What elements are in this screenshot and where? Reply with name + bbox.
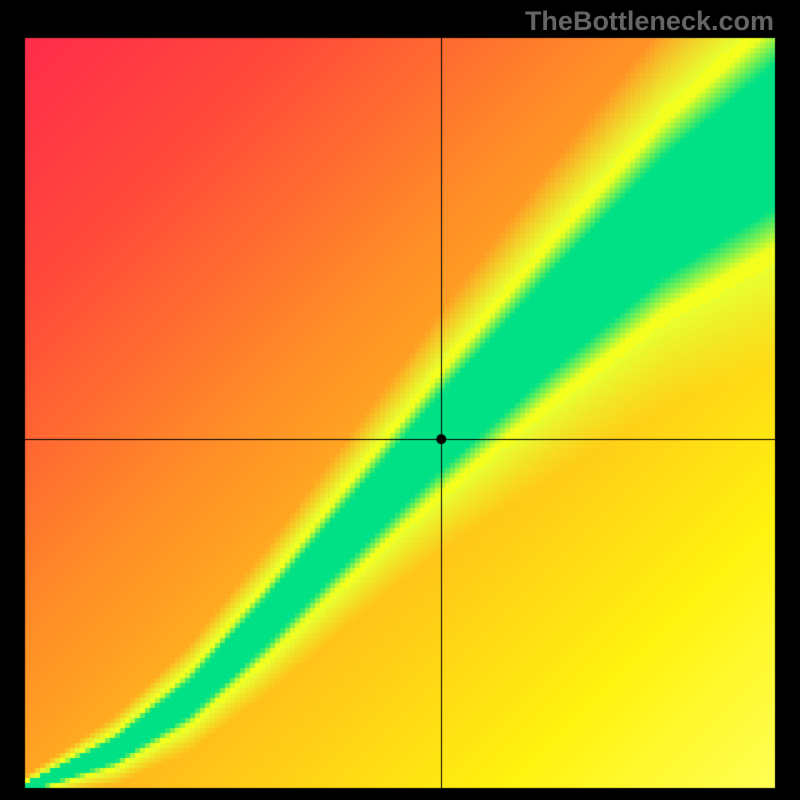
bottleneck-heatmap — [0, 0, 800, 800]
root-container: { "watermark": { "text": "TheBottleneck.… — [0, 0, 800, 800]
